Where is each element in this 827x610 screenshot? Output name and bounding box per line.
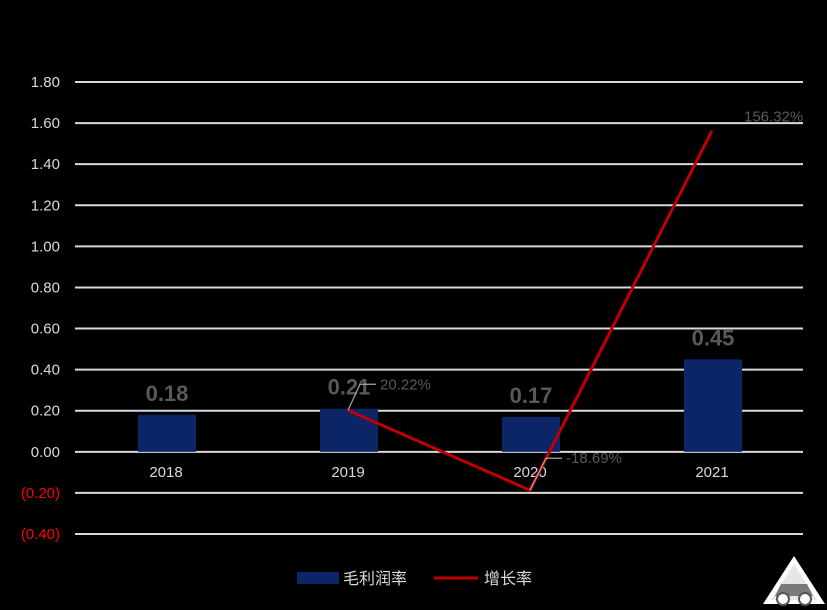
gridlines xyxy=(75,81,803,535)
bar-data-label: 0.21 xyxy=(328,375,371,400)
y-tick-label: 0.80 xyxy=(31,279,60,296)
y-tick-label: (0.40) xyxy=(21,526,60,543)
bar-data-label: 0.17 xyxy=(510,383,553,408)
x-tick-label: 2021 xyxy=(695,464,728,481)
bar xyxy=(320,408,378,452)
bar-data-label: 0.45 xyxy=(692,325,735,350)
legend-bar-label: 毛利润率 xyxy=(343,569,407,588)
y-tick-label: 1.20 xyxy=(31,197,60,214)
watermark-logo-icon xyxy=(763,556,825,606)
growth-data-label: -18.69% xyxy=(566,450,622,467)
y-tick-label: 1.80 xyxy=(31,74,60,91)
y-tick-label: 0.40 xyxy=(31,362,60,379)
growth-data-label: 20.22% xyxy=(380,376,431,393)
y-axis: 1.80 1.60 1.40 1.20 1.00 0.80 0.60 0.40 0.20 0.00… xyxy=(21,74,60,543)
x-axis: 2018 2019 2020 2021 xyxy=(149,464,728,481)
data-labels: 0.18 0.21 0.17 0.45 20.22% -18.69% 156.32% xyxy=(146,109,803,491)
bar xyxy=(502,416,560,452)
x-tick-label: 2019 xyxy=(331,464,364,481)
y-tick-label: 0.20 xyxy=(31,403,60,420)
growth-data-label: 156.32% xyxy=(744,109,803,126)
x-tick-label: 2018 xyxy=(149,464,182,481)
y-tick-label: 1.60 xyxy=(31,115,60,132)
y-tick-label: 0.00 xyxy=(31,444,60,461)
y-tick-label: 1.00 xyxy=(31,238,60,255)
y-tick-label: (0.20) xyxy=(21,485,60,502)
bar xyxy=(138,414,196,452)
leader-line xyxy=(347,383,376,411)
legend: 毛利润率 增长率 xyxy=(297,569,532,588)
leader-line xyxy=(529,457,562,491)
y-tick-label: 0.60 xyxy=(31,321,60,338)
bar-data-label: 0.18 xyxy=(146,381,189,406)
bar-series xyxy=(138,359,742,452)
bar xyxy=(684,359,742,452)
y-tick-label: 1.40 xyxy=(31,156,60,173)
legend-line-label: 增长率 xyxy=(484,569,532,588)
legend-bar-swatch xyxy=(297,572,339,584)
